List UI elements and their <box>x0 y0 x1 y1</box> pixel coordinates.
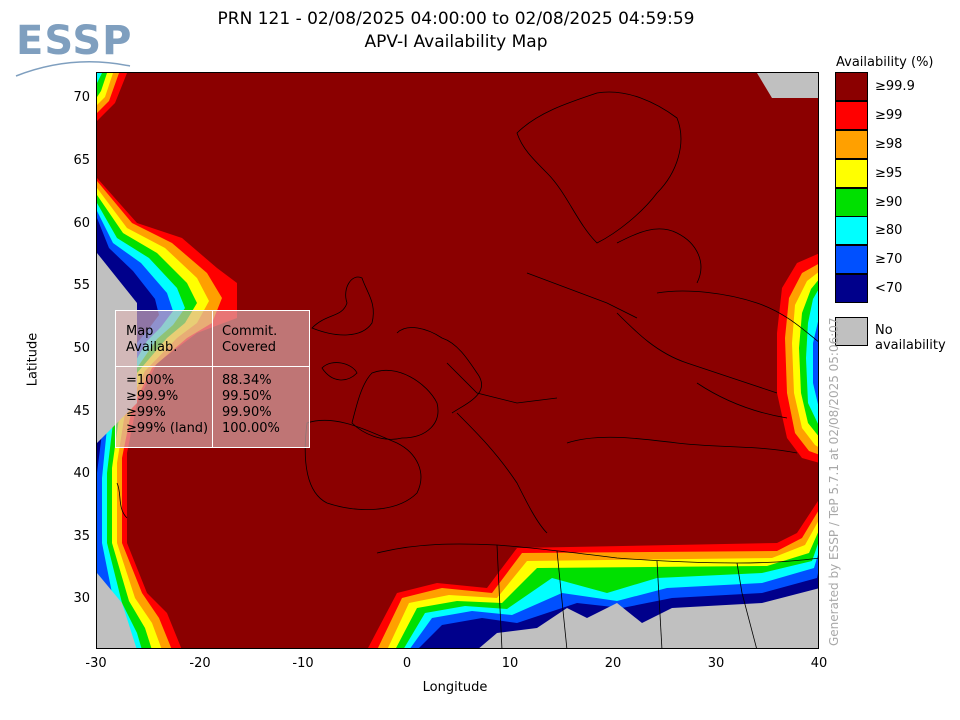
legend-label: ≥98 <box>875 137 903 152</box>
stats-covered-value: 99.90% <box>222 405 272 420</box>
legend-title: Availability (%) <box>836 55 934 70</box>
legend-swatch <box>835 245 868 274</box>
stats-map-value: ≥99% (land) <box>126 421 209 436</box>
stats-col2-header: Commit. Covered <box>222 324 278 355</box>
y-axis-label: Latitude <box>25 332 41 387</box>
stats-map-value: ≥99% <box>126 405 166 420</box>
y-tick-label: 35 <box>73 529 90 544</box>
y-tick-label: 45 <box>73 404 90 419</box>
x-tick-label: 40 <box>810 656 828 671</box>
x-tick-label: -20 <box>189 656 211 671</box>
legend-swatch <box>835 101 868 130</box>
no-availability-swatch <box>835 317 868 346</box>
availability-map[interactable]: Map Availab. Commit. Covered =100% 88.34… <box>96 72 819 649</box>
stats-covered-value: 100.00% <box>222 421 280 436</box>
logo-text: ESSP <box>16 18 133 64</box>
legend-label: ≥99 <box>875 108 903 123</box>
x-tick-label: -30 <box>85 656 107 671</box>
map-subtitle: APV-I Availability Map <box>364 32 548 52</box>
legend-swatch <box>835 188 868 217</box>
x-tick-label: 30 <box>707 656 725 671</box>
legend-label: ≥80 <box>875 223 903 238</box>
stats-map-value: ≥99.9% <box>126 389 179 404</box>
essp-logo: ESSP <box>12 14 132 84</box>
coverage-stats-table: Map Availab. Commit. Covered =100% 88.34… <box>115 310 310 448</box>
x-tick-label: 20 <box>604 656 622 671</box>
x-axis-label: Longitude <box>422 680 488 695</box>
legend-swatch <box>835 159 868 188</box>
stats-covered-value: 99.50% <box>222 389 272 404</box>
y-tick-label: 50 <box>73 341 90 356</box>
logo-swoosh <box>15 61 131 77</box>
legend-swatch <box>835 216 868 245</box>
x-tick-label: -10 <box>292 656 314 671</box>
legend-label: ≥95 <box>875 166 903 181</box>
stats-divider-vertical <box>212 311 213 447</box>
map-title: PRN 121 - 02/08/2025 04:00:00 to 02/08/2… <box>217 9 695 29</box>
stats-map-value: =100% <box>126 373 175 388</box>
legend-label: ≥90 <box>875 195 903 210</box>
x-tick-label: 0 <box>402 656 412 671</box>
legend-swatch <box>835 130 868 159</box>
y-tick-label: 30 <box>73 591 90 606</box>
legend-label: ≥99.9 <box>875 79 915 94</box>
legend-swatch <box>835 72 868 101</box>
y-tick-label: 70 <box>73 90 90 105</box>
generated-by-note: Generated by ESSP / TeP 5.7.1 at 02/08/2… <box>827 317 841 646</box>
y-tick-label: 55 <box>73 278 90 293</box>
legend-label: <70 <box>875 281 903 296</box>
y-tick-label: 60 <box>73 216 90 231</box>
no-availability-label: No availability <box>875 323 946 353</box>
legend-swatch <box>835 274 868 303</box>
legend-label: ≥70 <box>875 252 903 267</box>
x-tick-label: 10 <box>501 656 519 671</box>
stats-covered-value: 88.34% <box>222 373 272 388</box>
y-tick-label: 40 <box>73 466 90 481</box>
y-tick-label: 65 <box>73 153 90 168</box>
stats-col1-header: Map Availab. <box>126 324 178 355</box>
